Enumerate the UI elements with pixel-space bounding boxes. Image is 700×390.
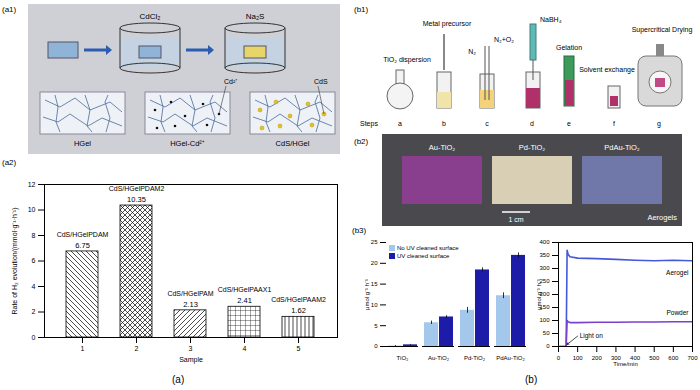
svg-text:b: b [442,120,446,127]
svg-text:g: g [657,120,661,128]
svg-text:0: 0 [374,343,378,349]
svg-text:HGel-Cd²⁺: HGel-Cd²⁺ [170,139,205,148]
svg-text:300: 300 [539,265,550,271]
svg-text:a: a [398,120,402,127]
svg-text:2: 2 [32,308,36,315]
svg-text:(a1): (a1) [2,5,17,14]
svg-text:TiO₂ dispersion: TiO₂ dispersion [383,56,431,64]
svg-text:3: 3 [189,345,193,352]
svg-text:5: 5 [374,323,378,329]
svg-text:Aerogels: Aerogels [647,213,677,222]
html-text:(a): (a) [172,374,185,385]
svg-text:(b2): (b2) [354,137,369,146]
svg-text:0: 0 [557,355,561,361]
svg-text:20: 20 [371,260,378,266]
svg-text:150: 150 [539,304,550,311]
svg-text:10: 10 [371,302,378,308]
svg-text:Sample: Sample [179,356,203,364]
svg-text:Steps: Steps [360,120,378,128]
svg-text:250: 250 [539,278,550,285]
svg-text:10.35: 10.35 [127,195,146,204]
svg-text:8: 8 [32,232,36,239]
svg-text:15: 15 [371,281,378,287]
svg-text:μmol g⁻¹ h⁻¹: μmol g⁻¹ h⁻¹ [536,279,542,310]
svg-text:100: 100 [539,317,550,323]
svg-text:500: 500 [649,355,660,361]
svg-text:400: 400 [539,239,550,245]
svg-text:100: 100 [573,355,584,361]
svg-text:CdS/HGelPAAX1: CdS/HGelPAAX1 [218,286,272,293]
svg-text:25: 25 [371,239,378,245]
svg-text:Metal precursor: Metal precursor [423,20,472,28]
svg-text:Solvent exchange: Solvent exchange [579,66,635,74]
svg-text:Powder: Powder [666,309,689,316]
svg-text:μmol g⁻¹ h⁻¹: μmol g⁻¹ h⁻¹ [364,279,370,310]
svg-text:CdCl₂: CdCl₂ [140,12,161,21]
svg-text:Time/min: Time/min [613,361,637,367]
svg-text:(b1): (b1) [354,5,369,14]
svg-text:CdS: CdS [314,78,328,85]
svg-text:0: 0 [546,343,550,349]
svg-text:Rate of H₂ evolution/(mmol·g⁻¹: Rate of H₂ evolution/(mmol·g⁻¹·h⁻¹) [11,207,19,314]
svg-text:CdS/HGelPAM: CdS/HGelPAM [167,290,213,297]
svg-text:300: 300 [610,354,621,361]
svg-text:1 cm: 1 cm [508,216,523,223]
svg-text:5: 5 [297,345,301,352]
html-text:(b): (b) [525,374,538,385]
svg-text:HGel: HGel [74,139,91,148]
svg-text:50: 50 [543,330,550,336]
svg-text:Cd²⁺: Cd²⁺ [224,78,238,85]
html-text:UV cleaned surface: UV cleaned surface [397,253,450,259]
svg-text:Pd-TiO₂: Pd-TiO₂ [464,355,486,361]
svg-text:600: 600 [668,355,679,361]
svg-text:Supercritical Drying: Supercritical Drying [632,26,693,34]
svg-text:c: c [485,120,489,127]
svg-text:1.62: 1.62 [291,306,306,315]
svg-text:f: f [613,120,615,127]
svg-text:200: 200 [539,291,550,298]
svg-text:6: 6 [32,257,36,264]
html-text:(a2): (a2) [2,158,17,167]
svg-text:Gelation: Gelation [556,44,582,51]
svg-text:CdS/HGelPAAM2: CdS/HGelPAAM2 [271,296,326,303]
svg-text:350: 350 [539,252,550,258]
svg-text:400: 400 [630,354,641,361]
svg-text:0: 0 [32,334,36,341]
svg-text:2: 2 [135,345,139,352]
svg-text:1: 1 [81,345,85,352]
svg-text:Light on: Light on [580,332,604,340]
svg-text:12: 12 [28,181,36,188]
svg-text:200: 200 [592,355,603,361]
html-text:(b3): (b3) [352,226,367,235]
svg-text:NaBH₄: NaBH₄ [540,16,562,23]
svg-text:Aerogel: Aerogel [666,269,689,277]
svg-text:N₂: N₂ [468,48,476,55]
svg-text:PdAu-TiO₂: PdAu-TiO₂ [604,143,640,152]
svg-text:CdS/HGelPDAM2: CdS/HGelPDAM2 [109,185,165,192]
svg-text:Na₂S: Na₂S [246,12,265,21]
svg-text:700: 700 [687,355,698,361]
svg-text:Au-TiO₂: Au-TiO₂ [428,355,450,361]
html-text:No UV cleaned surface: No UV cleaned surface [397,245,459,251]
svg-text:4: 4 [32,283,36,290]
svg-text:CdS/HGelPDAM: CdS/HGelPDAM [57,231,109,238]
svg-text:10: 10 [28,206,36,213]
svg-text:4: 4 [243,345,247,352]
svg-text:e: e [567,120,571,127]
svg-text:Pd-TiO₂: Pd-TiO₂ [519,143,545,152]
svg-text:Au-TiO₂: Au-TiO₂ [429,143,455,152]
svg-text:TiO₂: TiO₂ [397,355,409,361]
svg-text:d: d [530,120,534,127]
svg-text:PdAu-TiO₂: PdAu-TiO₂ [496,355,525,361]
svg-text:6.75: 6.75 [75,241,90,250]
svg-text:CdS/HGel: CdS/HGel [276,139,310,148]
svg-text:N₂+O₂: N₂+O₂ [494,36,514,43]
svg-text:2.13: 2.13 [183,300,198,309]
svg-text:2.41: 2.41 [237,296,252,305]
